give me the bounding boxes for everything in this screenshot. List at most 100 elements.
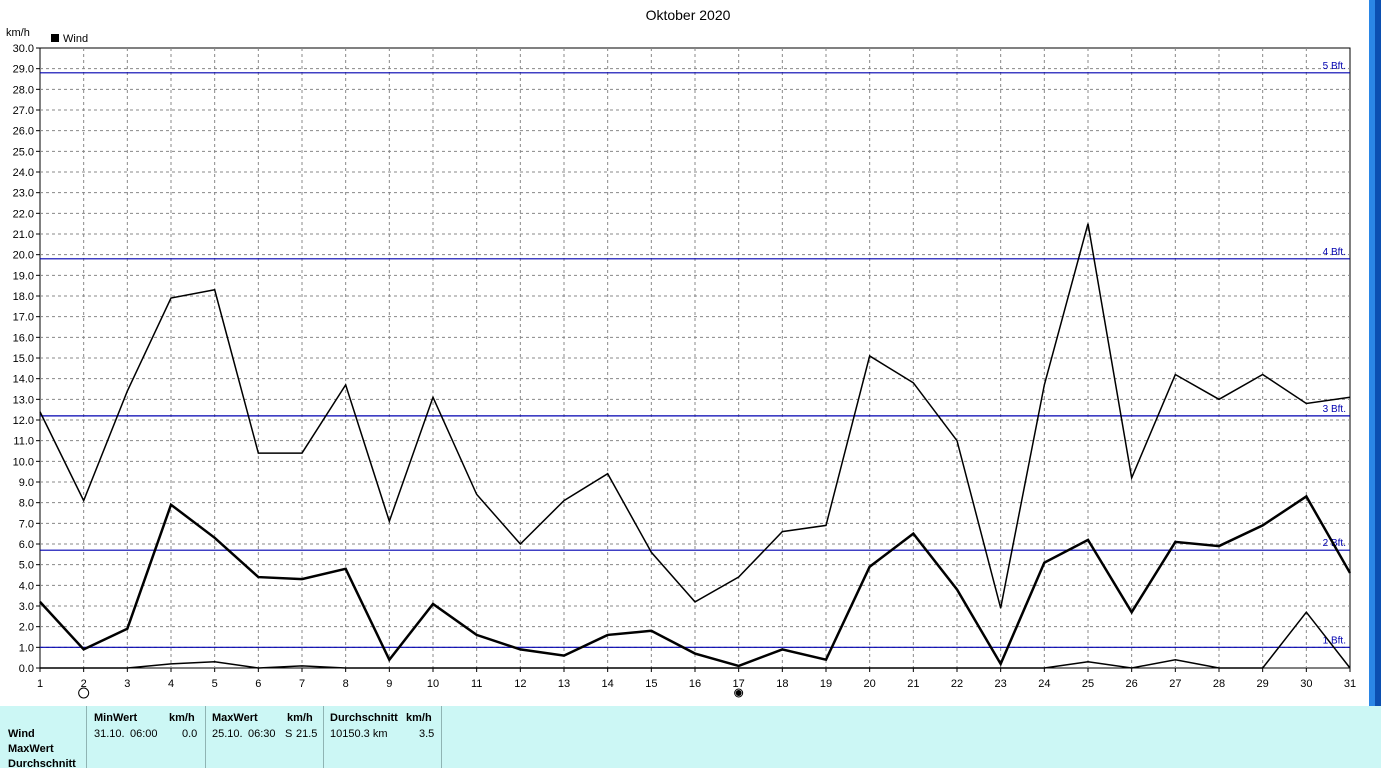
- x-tick-label: 4: [168, 678, 174, 690]
- y-tick-label: 15.0: [13, 353, 34, 365]
- stats-avg-column: Durchschnitt km/h 10150.3 km 3.5: [324, 706, 442, 768]
- y-tick-label: 3.0: [19, 601, 34, 613]
- x-tick-label: 18: [776, 678, 788, 690]
- row-label-max: MaxWert: [8, 743, 54, 755]
- max-date: 25.10.: [212, 728, 243, 740]
- y-tick-label: 0.0: [19, 663, 34, 675]
- min-date: 31.10.: [94, 728, 125, 740]
- stats-max-column: MaxWert km/h 25.10. 06:30 S 21.5: [206, 706, 324, 768]
- x-tick-label: 7: [299, 678, 305, 690]
- y-tick-label: 21.0: [13, 229, 34, 241]
- y-tick-label: 8.0: [19, 498, 34, 510]
- series-lines: [39, 223, 1352, 669]
- y-tick-label: 4.0: [19, 580, 34, 592]
- x-tick-label: 14: [602, 678, 614, 690]
- min-value: 0.0: [182, 728, 198, 740]
- y-tick-label: 14.0: [13, 374, 34, 386]
- beaufort-label: 3 Bft.: [1323, 404, 1346, 415]
- y-tick-label: 30.0: [13, 43, 34, 55]
- x-tick-label: 23: [995, 678, 1007, 690]
- x-tick-label: 21: [907, 678, 919, 690]
- x-tick-label: 29: [1257, 678, 1269, 690]
- min-time: 06:00: [130, 728, 158, 740]
- y-tick-label: 29.0: [13, 64, 34, 76]
- y-tick-label: 25.0: [13, 146, 34, 158]
- y-tick-label: 6.0: [19, 539, 34, 551]
- avg-unit: km/h: [406, 712, 432, 724]
- full-moon-icon: [78, 687, 90, 699]
- x-tick-label: 28: [1213, 678, 1225, 690]
- max-value: 21.5: [296, 728, 318, 740]
- x-tick-label: 11: [471, 678, 482, 690]
- x-tick-label: 9: [386, 678, 392, 690]
- y-tick-label: 27.0: [13, 105, 34, 117]
- y-tick-label: 12.0: [13, 415, 34, 427]
- legend-label: Wind: [63, 33, 88, 45]
- y-tick-label: 18.0: [13, 291, 34, 303]
- x-tick-label: 25: [1082, 678, 1094, 690]
- y-tick-label: 26.0: [13, 126, 34, 138]
- chart-title: Oktober 2020: [646, 7, 731, 23]
- series-line-min: [40, 610, 1351, 669]
- avg-distance: 10150.3 km: [330, 728, 388, 740]
- stats-min-column: MinWert km/h 31.10. 06:00 0.0: [87, 706, 206, 768]
- x-tick-label: 17: [733, 678, 745, 690]
- x-tick-label: 20: [864, 678, 876, 690]
- series-line-average: [39, 494, 1352, 668]
- moon-phase-markers: [78, 687, 744, 699]
- x-tick-label: 5: [212, 678, 218, 690]
- y-tick-label: 20.0: [13, 250, 34, 262]
- y-tick-label: 7.0: [19, 518, 34, 530]
- window-edge: [1356, 0, 1381, 706]
- max-time: 06:30: [248, 728, 276, 740]
- x-tick-label: 26: [1126, 678, 1138, 690]
- avg-value: 3.5: [419, 728, 435, 740]
- row-label-avg: Durchschnitt: [8, 758, 76, 770]
- max-header: MaxWert: [212, 712, 258, 724]
- max-direction: S: [285, 728, 293, 740]
- legend-swatch: [51, 34, 59, 42]
- min-header: MinWert: [94, 712, 138, 724]
- min-unit: km/h: [169, 712, 195, 724]
- y-tick-label: 22.0: [13, 208, 34, 220]
- x-tick-label: 24: [1038, 678, 1050, 690]
- y-tick-label: 13.0: [13, 394, 34, 406]
- series-line-max: [39, 223, 1351, 609]
- y-tick-label: 23.0: [13, 188, 34, 200]
- new-moon-fill: [735, 690, 742, 696]
- x-tick-label: 2: [81, 678, 87, 690]
- x-tick-label: 3: [124, 678, 130, 690]
- y-tick-label: 17.0: [13, 312, 34, 324]
- y-tick-label: 9.0: [19, 477, 34, 489]
- y-tick-label: 2.0: [19, 622, 34, 634]
- x-tick-label: 13: [558, 678, 570, 690]
- beaufort-label: 1 Bft.: [1323, 635, 1346, 646]
- window-edge-bar-dark: [1375, 0, 1381, 706]
- stats-panel: Wind MaxWert Durchschnitt MinWert km/h 3…: [0, 706, 1381, 770]
- x-tick-label: 15: [645, 678, 657, 690]
- x-tick-label: 19: [820, 678, 832, 690]
- x-tick-label: 27: [1169, 678, 1181, 690]
- y-tick-label: 16.0: [13, 332, 34, 344]
- y-axis-ticks: 0.0 1.0 2.0 3.0 4.0 5.0 6.0 7.0 8.0 9.0 10.0 11.0 12…: [13, 43, 40, 675]
- x-tick-label: 6: [255, 678, 261, 690]
- x-tick-label: 31: [1344, 678, 1356, 690]
- x-tick-label: 8: [343, 678, 349, 690]
- beaufort-label: 4 Bft.: [1323, 247, 1346, 258]
- y-tick-label: 24.0: [13, 167, 34, 179]
- max-unit: km/h: [287, 712, 313, 724]
- beaufort-lines: 1 Bft.2 Bft.3 Bft.4 Bft.5 Bft.: [40, 61, 1350, 648]
- wind-chart: Oktober 2020 km/h Wind 1 Bft.2 Bft.3 Bft…: [6, 7, 1356, 699]
- x-tick-label: 12: [514, 678, 526, 690]
- row-label-wind: Wind: [8, 728, 35, 740]
- x-tick-label: 1: [37, 678, 43, 690]
- x-tick-label: 30: [1300, 678, 1312, 690]
- y-tick-label: 28.0: [13, 84, 34, 96]
- avg-header: Durchschnitt: [330, 712, 398, 724]
- y-tick-label: 1.0: [19, 642, 34, 654]
- stats-row-labels: Wind MaxWert Durchschnitt: [0, 706, 87, 770]
- y-tick-label: 19.0: [13, 270, 34, 282]
- x-tick-label: 22: [951, 678, 963, 690]
- y-tick-label: 5.0: [19, 560, 34, 572]
- y-tick-label: 10.0: [13, 456, 34, 468]
